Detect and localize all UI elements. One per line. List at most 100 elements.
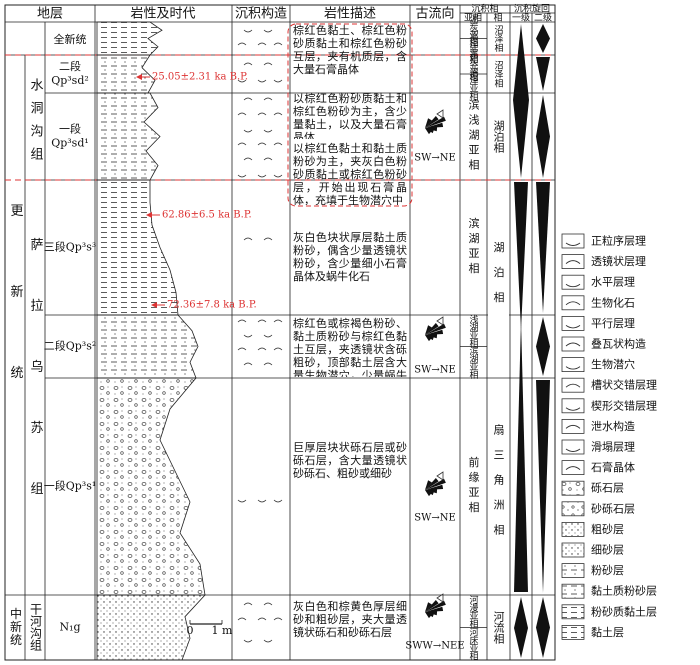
legend-label: 砂砾石层: [591, 502, 635, 515]
legend-label: 粉砂质黏土层: [591, 604, 657, 618]
description-box: 棕红色或棕褐色粉砂、黏土质粉砂与棕红色黏土互层，夹透镜状含砾粗砂，顶部黏土层含大…: [293, 317, 407, 377]
legend-label: 泄水构造: [591, 419, 635, 433]
legend-glyph: [565, 242, 581, 246]
legend-label: 楔形交错层理: [591, 398, 657, 412]
facies-label: 沼泽相: [493, 60, 504, 88]
legend-label: 粉砂层: [591, 564, 624, 577]
rose-petal: [425, 606, 444, 612]
structure-symbol: [237, 499, 247, 503]
rose-petal: [425, 484, 444, 490]
legend-label: 生物化石: [591, 295, 635, 309]
flow-arrow: [436, 593, 444, 603]
flow-arrow: [436, 316, 444, 326]
cycle-shape: [513, 24, 529, 178]
legend-swatch: [561, 418, 585, 434]
structure-symbol: [273, 174, 283, 178]
header-label: 二级: [534, 12, 552, 24]
legend-swatch: [561, 501, 585, 517]
legend-swatch: [561, 254, 585, 270]
legend-label: 粗砂层: [591, 523, 624, 536]
structure-symbol: [263, 62, 273, 66]
legend-label: 叠瓦状构造: [591, 337, 646, 351]
cycle-shape: [536, 24, 550, 53]
series-label: 中新统: [9, 606, 23, 646]
structure-symbol: [263, 157, 273, 161]
description: 以棕红色黏土和黏土质粉砂为主，夹灰白色粉砂质黏土或棕红色粉砂层，开始出现石膏晶体…: [293, 142, 407, 205]
member-code: Qp³sd¹: [51, 137, 89, 150]
scale-label: 1 m: [212, 624, 233, 637]
structure-symbol: [243, 157, 253, 161]
description: 棕红色黏土、棕红色粉砂质黏土和棕红色粉砂互层，夹有机质层，含大量石膏晶体: [293, 24, 407, 76]
structure-symbol: [273, 142, 283, 146]
member-label: 一段Qp³s¹: [44, 479, 97, 493]
rose-petal: [425, 116, 446, 128]
lithology-unit: [96, 92, 161, 181]
legend-glyph: [565, 407, 581, 411]
legend-label: 生物潜穴: [591, 357, 635, 371]
structure-symbol: [273, 42, 283, 46]
legend-label: 细砂层: [591, 544, 624, 557]
date-label: 72.36±7.8 ka B.P.: [167, 300, 257, 311]
header-label: 古流向: [415, 6, 454, 22]
facies-label: 沼泽相: [493, 25, 504, 53]
flow-arrow: [436, 109, 444, 119]
description: 灰白色块状厚层黏土质粉砂，偶含少量透镜状粉砂，含少量细小石膏晶体及蜗牛化石: [293, 231, 407, 283]
cycle-shape: [536, 317, 550, 376]
structure-symbol: [263, 97, 273, 101]
structure-symbol: [243, 362, 253, 366]
description-box: 灰白色块状厚层黏土质粉砂，偶含少量透镜状粉砂，含少量细小石膏晶体及蜗牛化石: [293, 231, 407, 283]
subfacies-label: 河漫亚相: [468, 594, 479, 629]
facies-label: 河流相: [492, 611, 505, 644]
legend-glyph: [565, 325, 581, 329]
structure-symbol: [263, 639, 273, 643]
lithology-unit: [96, 594, 206, 661]
legend-glyph: [565, 383, 581, 388]
structure-symbol: [257, 79, 267, 83]
lithology-unit: [96, 179, 179, 316]
cycle-shape: [536, 95, 550, 178]
rose-petal: [425, 118, 432, 128]
legend-glyph: [565, 366, 581, 370]
structure-symbol: [273, 347, 283, 351]
subfacies-label: 河床亚相: [468, 627, 479, 662]
description-box: 棕红色黏土、棕红色粉砂质黏土和棕红色粉砂互层，夹有机质层，含大量石膏晶体: [293, 24, 407, 76]
rose-petal: [425, 329, 444, 335]
scale-label: 0: [187, 624, 194, 637]
legend-glyph: [565, 466, 581, 470]
legend-label: 砾石层: [591, 482, 624, 495]
legend-label: 透镜状层理: [591, 254, 646, 268]
lithology-unit: [96, 377, 206, 596]
rose-petal: [425, 323, 446, 335]
legend-swatch: [561, 233, 585, 249]
rose-petal: [425, 335, 432, 342]
header-label: 亚相: [464, 12, 482, 24]
rose-petal: [425, 325, 432, 335]
date-label: 62.86±6.5 ka B.P.: [162, 210, 252, 221]
structure-symbol: [237, 347, 247, 351]
facies-label: 扇三角洲相: [492, 423, 505, 549]
structure-symbol: [237, 174, 247, 178]
header-label: 岩性及时代: [130, 7, 195, 22]
structure-symbol: [263, 362, 273, 366]
member-label: 一段: [59, 122, 81, 136]
structure-symbol: [243, 97, 253, 101]
structure-symbol: [273, 499, 283, 503]
legend-glyph: [565, 424, 581, 429]
structure-symbol: [237, 79, 247, 83]
member-label: 全新统: [54, 32, 87, 46]
subfacies-label: 滨浅湖亚相: [467, 98, 480, 174]
legend-swatch: [561, 460, 585, 476]
subfacies-label: 泥炭亚相: [468, 14, 479, 48]
facies-label: 湖泊相: [492, 241, 505, 316]
structure-symbol: [273, 79, 283, 83]
legend-swatch: [561, 522, 585, 537]
frame: [4, 4, 556, 661]
subfacies-label: 滨湖亚相: [468, 345, 479, 380]
legend-glyph: [565, 301, 581, 306]
subfacies-label: 沼泽亚相: [468, 67, 479, 101]
legend-label: 黏土层: [591, 625, 624, 639]
legend-label: 黏土质粉砂层: [591, 584, 657, 598]
legend-swatch: [561, 357, 585, 373]
structure-symbol: [237, 112, 247, 116]
